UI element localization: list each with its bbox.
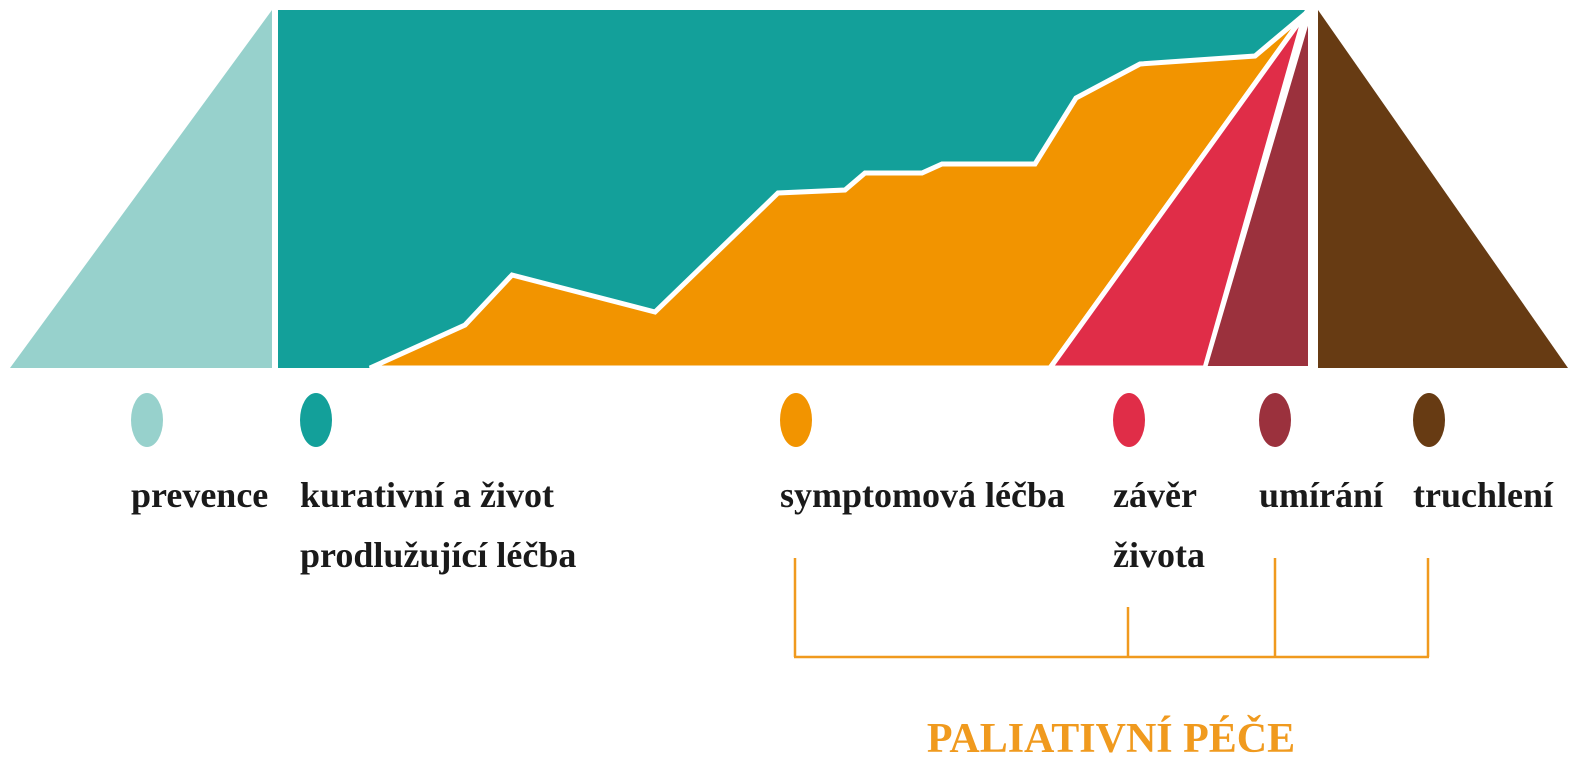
legend: prevence kurativní a život prodlužující lé… — [131, 393, 1554, 575]
legend-label: života — [1113, 535, 1205, 575]
legend-label: závěr — [1113, 475, 1197, 515]
bracket — [793, 558, 1430, 659]
legend-dot — [780, 393, 812, 447]
legend-dot — [131, 393, 163, 447]
bracket-label: PALIATIVNÍ PÉČE — [927, 714, 1295, 762]
legend-label: umírání — [1259, 475, 1384, 515]
symptomatic-area — [368, 12, 1308, 371]
prevention-area — [10, 10, 272, 368]
legend-label: symptomová léčba — [780, 475, 1065, 515]
grief-area — [1318, 10, 1568, 368]
legend-dot — [1259, 393, 1291, 447]
legend-label: prodlužující léčba — [300, 535, 576, 575]
legend-label: truchlení — [1413, 475, 1554, 515]
legend-label: kurativní a život — [300, 475, 554, 515]
baseline-gap — [0, 368, 1587, 374]
legend-dot — [1113, 393, 1145, 447]
legend-label: prevence — [131, 475, 268, 515]
legend-dot — [1413, 393, 1445, 447]
legend-dot — [300, 393, 332, 447]
